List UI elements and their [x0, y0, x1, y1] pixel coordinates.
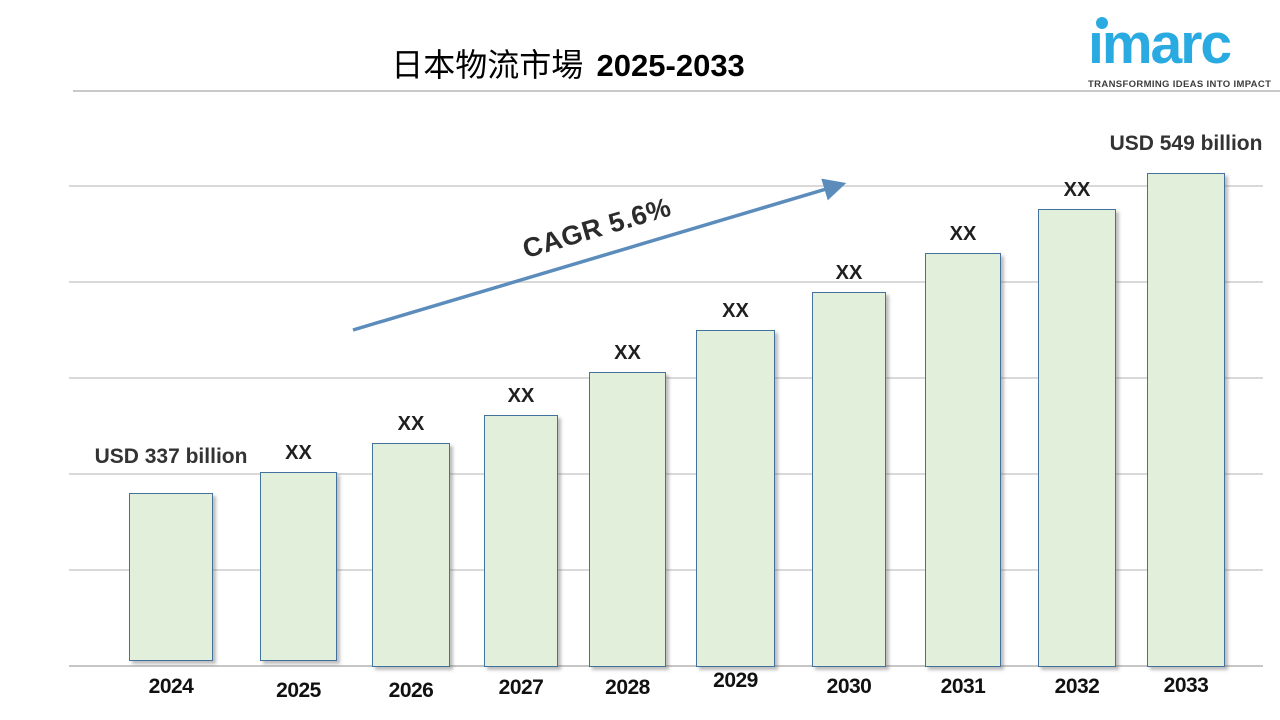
chart-title-japanese: 日本物流市場	[391, 47, 584, 83]
x-axis-line	[69, 665, 1263, 667]
x-axis-label-2028: 2028	[605, 676, 650, 699]
imarc-logo-i-dot-icon	[1096, 17, 1108, 29]
bar-value-label-2028: XX	[614, 342, 641, 364]
bar-2031	[925, 253, 1001, 667]
bar-value-label-2025: XX	[285, 442, 312, 464]
bar-2030	[812, 292, 886, 667]
imarc-logo-tagline: TRANSFORMING IDEAS INTO IMPACT	[1088, 79, 1272, 90]
x-axis-label-2032: 2032	[1054, 675, 1100, 698]
bar-2026	[372, 443, 450, 667]
x-axis-label-2033: 2033	[1163, 674, 1209, 697]
title-space	[588, 47, 597, 83]
imarc-logo-wordmark: ımarc	[1088, 12, 1232, 76]
x-axis-label-2026: 2026	[388, 679, 434, 702]
bar-value-label-2029: XX	[722, 300, 749, 322]
chart-title-year-range: 2025-2033	[596, 48, 745, 83]
x-axis-label-2031: 2031	[940, 675, 986, 698]
bar-value-label-2030: XX	[835, 262, 863, 284]
bar-2028	[589, 372, 666, 667]
x-axis-label-2025: 2025	[276, 679, 321, 702]
bar-value-label-2024: USD 337 billion	[94, 445, 248, 468]
x-axis-label-2027: 2027	[498, 676, 544, 699]
x-axis-label-2030: 2030	[826, 675, 872, 698]
gridline	[69, 473, 1263, 475]
chart-title: 日本物流市場 2025-2033	[0, 40, 1136, 86]
imarc-logo: ımarc TRANSFORMING IDEAS INTO IMPACT	[1088, 8, 1272, 90]
bar-value-label-2026: XX	[397, 413, 425, 435]
x-axis-label-2024: 2024	[148, 675, 194, 698]
bar-2025	[260, 472, 337, 661]
bar-value-label-2033: USD 549 billion	[1109, 132, 1263, 155]
bar-2029	[696, 330, 775, 667]
x-axis-label-2029: 2029	[713, 669, 758, 692]
bar-2032	[1038, 209, 1116, 667]
bar-2027	[484, 415, 558, 667]
bar-value-label-2027: XX	[507, 385, 535, 407]
bar-value-label-2031: XX	[949, 223, 977, 245]
header-divider-line	[73, 90, 1280, 92]
gridline	[69, 377, 1263, 379]
bar-2024	[129, 493, 213, 661]
bar-value-label-2032: XX	[1063, 179, 1091, 201]
gridline	[69, 569, 1263, 571]
cagr-label: CAGR 5.6%	[519, 191, 675, 265]
bar-2033	[1147, 173, 1225, 667]
